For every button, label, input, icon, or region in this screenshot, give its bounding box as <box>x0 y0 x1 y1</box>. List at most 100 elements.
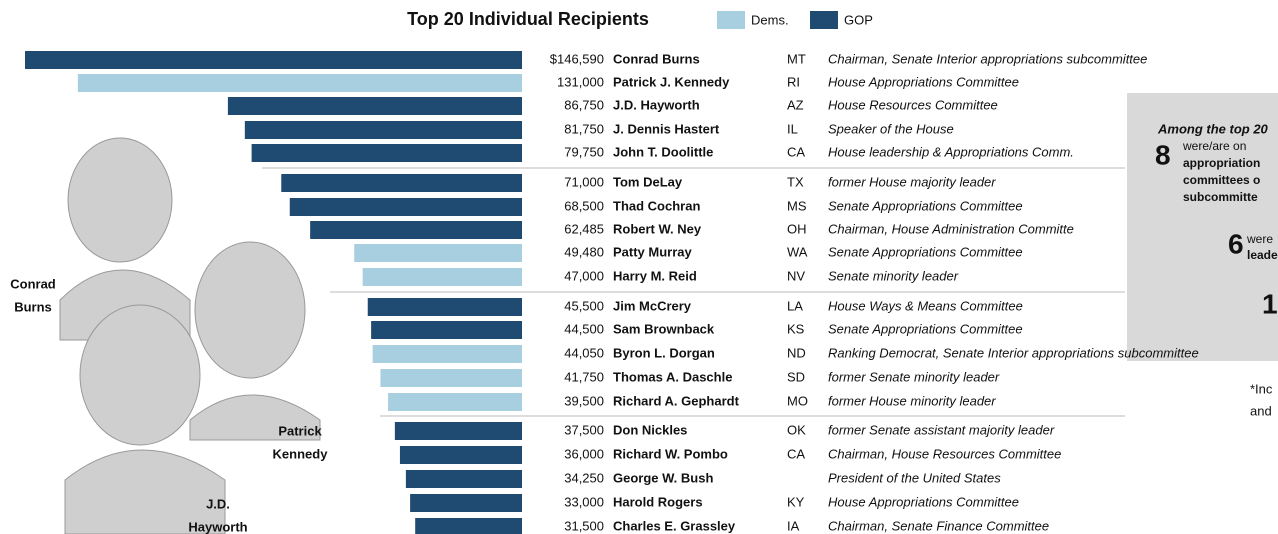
state: MS <box>787 198 807 213</box>
value-label: 36,000 <box>564 446 604 461</box>
recipient-name: Tom DeLay <box>613 174 683 189</box>
recipient-name: Patrick J. Kennedy <box>613 74 730 89</box>
state: NV <box>787 268 805 283</box>
state: RI <box>787 74 800 89</box>
value-label: 31,500 <box>564 518 604 533</box>
recipient-name: Conrad Burns <box>613 51 700 66</box>
description: Chairman, House Resources Committee <box>828 446 1061 461</box>
description: former Senate minority leader <box>828 369 1000 384</box>
photo-label: Burns <box>14 299 52 314</box>
bar <box>406 470 522 488</box>
footnote: and <box>1250 403 1272 418</box>
value-label: 39,500 <box>564 393 604 408</box>
value-label: $146,590 <box>550 51 604 66</box>
recipient-name: Patty Murray <box>613 244 693 259</box>
value-label: 45,500 <box>564 298 604 313</box>
bar <box>25 51 522 69</box>
sidebar-number: 8 <box>1155 139 1171 170</box>
value-label: 44,050 <box>564 345 604 360</box>
state: CA <box>787 144 805 159</box>
description: House Ways & Means Committee <box>828 298 1023 313</box>
photo-label: Patrick <box>278 423 322 438</box>
recipient-name: John T. Doolittle <box>613 144 713 159</box>
sidebar-number: 6 <box>1228 228 1244 259</box>
photo-label: Conrad <box>10 276 56 291</box>
sidebar-text: subcommitte <box>1183 190 1258 204</box>
page: Top 20 Individual Recipients Dems. GOP $14… <box>0 0 1278 534</box>
description: Senate Appropriations Committee <box>828 198 1023 213</box>
photos <box>60 138 320 534</box>
description: former House majority leader <box>828 174 996 189</box>
recipient-name: Richard A. Gephardt <box>613 393 740 408</box>
recipient-name: Robert W. Ney <box>613 221 702 236</box>
legend-label: Dems. <box>751 12 789 27</box>
state: CA <box>787 446 805 461</box>
recipient-name: Thomas A. Daschle <box>613 369 732 384</box>
recipient-name: George W. Bush <box>613 470 713 485</box>
description: former House minority leader <box>828 393 996 408</box>
state: OK <box>787 422 806 437</box>
bar <box>368 298 522 316</box>
chart: Top 20 Individual Recipients Dems. GOP $14… <box>0 0 1278 534</box>
bar <box>228 97 522 115</box>
state: IL <box>787 121 798 136</box>
sidebar-text: appropriation <box>1183 156 1260 170</box>
description: former Senate assistant majority leader <box>828 422 1055 437</box>
bar <box>415 518 522 534</box>
state: SD <box>787 369 805 384</box>
sidebar-text: leade <box>1247 248 1278 262</box>
bar <box>290 198 522 216</box>
state: MO <box>787 393 808 408</box>
bar <box>380 369 522 387</box>
state: TX <box>787 174 804 189</box>
description: Senate Appropriations Committee <box>828 244 1023 259</box>
bar <box>373 345 522 363</box>
bar <box>354 244 522 262</box>
legend-swatch <box>810 11 838 29</box>
value-label: 37,500 <box>564 422 604 437</box>
sidebar-heading: Among the top 20 <box>1157 121 1269 136</box>
value-label: 86,750 <box>564 97 604 112</box>
value-label: 71,000 <box>564 174 604 189</box>
description: House leadership & Appropriations Comm. <box>828 144 1074 159</box>
description: House Appropriations Committee <box>828 74 1019 89</box>
bar <box>245 121 522 139</box>
sidebar-number: 1 <box>1262 288 1278 319</box>
chart-title: Top 20 Individual Recipients <box>407 9 649 29</box>
state: OH <box>787 221 807 236</box>
recipient-name: J.D. Hayworth <box>613 97 700 112</box>
bar <box>310 221 522 239</box>
value-label: 44,500 <box>564 321 604 336</box>
photo-label: J.D. <box>206 496 230 511</box>
value-label: 79,750 <box>564 144 604 159</box>
recipient-name: Sam Brownback <box>613 321 715 336</box>
description: Chairman, House Administration Committe <box>828 221 1074 236</box>
photo-label: Kennedy <box>273 446 329 461</box>
recipient-name: Jim McCrery <box>613 298 692 313</box>
sidebar-text: committees o <box>1183 173 1260 187</box>
bar <box>395 422 522 440</box>
value-label: 34,250 <box>564 470 604 485</box>
photo-label: Hayworth <box>188 519 247 534</box>
recipient-name: Don Nickles <box>613 422 687 437</box>
recipient-name: Harry M. Reid <box>613 268 697 283</box>
state: LA <box>787 298 803 313</box>
bar <box>388 393 522 411</box>
description: Senate Appropriations Committee <box>828 321 1023 336</box>
bar <box>78 74 522 92</box>
sidebar-text: were <box>1246 232 1273 246</box>
bar <box>400 446 522 464</box>
state: IA <box>787 518 800 533</box>
value-label: 68,500 <box>564 198 604 213</box>
recipient-name: Byron L. Dorgan <box>613 345 715 360</box>
description: Chairman, Senate Finance Committee <box>828 518 1049 533</box>
description: House Resources Committee <box>828 97 998 112</box>
value-label: 49,480 <box>564 244 604 259</box>
state: AZ <box>787 97 804 112</box>
legend-label: GOP <box>844 12 873 27</box>
value-label: 47,000 <box>564 268 604 283</box>
recipient-name: Charles E. Grassley <box>613 518 736 533</box>
legend-swatch <box>717 11 745 29</box>
description: Senate minority leader <box>828 268 959 283</box>
bar <box>363 268 522 286</box>
